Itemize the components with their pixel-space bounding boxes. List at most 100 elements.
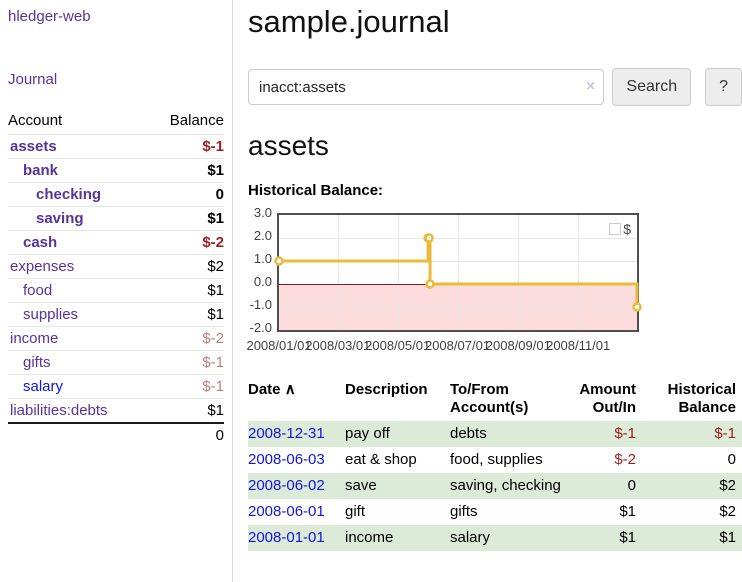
transaction-date-link[interactable]: 2008-12-31 [248,425,325,442]
chart-legend: $ [607,220,633,238]
transaction-accounts: saving, checking [450,477,561,494]
account-balance: $1 [147,398,224,423]
account-row: liabilities:debts $1 [8,398,224,423]
account-row: checking 0 [8,182,224,207]
search-button[interactable]: Search [612,68,692,106]
transactions-table: Date ∧ Description To/From Account(s) Am… [248,379,742,551]
sidebar: hledger-web Journal Account Balance asse… [0,0,233,582]
x-axis-tick-label: 2008/01/01 [246,338,312,353]
account-balance: $-1 [202,138,224,155]
account-balance: $-1 [147,374,224,399]
transaction-date-link[interactable]: 2008-01-01 [248,529,325,546]
account-row: saving $1 [8,206,224,231]
account-balance: $1 [147,158,224,183]
account-link-gifts[interactable]: gifts [23,354,51,371]
account-link-income[interactable]: income [10,330,59,347]
transaction-description: gift [345,503,366,520]
account-link-supplies[interactable]: supplies [23,306,79,323]
transaction-row: 2008-06-01 gift gifts $1 $2 [248,499,742,525]
legend-swatch-icon [609,223,622,235]
accounts-header-balance: Balance [147,108,224,135]
transaction-description: eat & shop [345,451,417,468]
transaction-amount: $1 [619,503,636,520]
y-axis-tick-label: 3.0 [253,205,272,220]
transaction-balance: 0 [727,451,736,468]
transaction-amount: $-2 [614,451,636,468]
clear-search-icon[interactable]: × [586,78,596,95]
help-button[interactable]: ? [705,68,742,106]
account-balance: $2 [147,254,224,279]
column-header-accounts[interactable]: To/From Account(s) [450,381,529,416]
transaction-amount: 0 [627,477,636,494]
gridline [518,215,520,330]
account-balance: $1 [147,278,224,303]
transaction-balance: $2 [719,503,736,520]
transaction-amount: $-1 [614,425,636,442]
account-balance: $-2 [147,230,224,255]
x-axis-tick-label: 2008/05/01 [365,338,431,353]
account-link-bank[interactable]: bank [23,162,59,179]
transaction-balance: $1 [719,529,736,546]
account-row: expenses $2 [8,254,224,279]
main-content: sample.journal × Search ? assets Histori… [246,0,742,551]
account-row: gifts $-1 [8,350,224,375]
transaction-description: pay off [345,425,390,442]
accounts-total-row: 0 [8,422,224,447]
transaction-amount: $1 [619,529,636,546]
account-balance: $1 [147,206,224,231]
account-link-salary[interactable]: salary [23,378,64,395]
transaction-row: 2008-06-03 eat & shop food, supplies $-2… [248,447,742,473]
transaction-balance: $2 [719,477,736,494]
account-link-liabilities-debts[interactable]: liabilities:debts [10,402,108,419]
column-header-date[interactable]: Date ∧ [248,381,296,398]
column-header-description[interactable]: Description [345,381,428,398]
chart-plot-area: $ [274,213,642,332]
gridline [397,215,399,330]
sort-asc-icon: ∧ [284,381,296,398]
transaction-accounts: gifts [450,503,478,520]
page-title: sample.journal [248,4,450,39]
account-link-assets[interactable]: assets [10,138,57,155]
transaction-description: save [345,477,377,494]
account-row: salary $-1 [8,374,224,399]
gridline [578,215,580,330]
account-link-food[interactable]: food [23,282,53,299]
gridline [337,215,339,330]
chart-label: Historical Balance: [248,182,384,199]
x-axis-tick-label: 2008/07/01 [424,338,491,353]
y-axis-tick-label: 2.0 [253,228,272,243]
transaction-accounts: salary [450,529,491,546]
gridline [457,215,459,330]
accounts-total-value: 0 [147,422,224,447]
account-balance: $-2 [147,326,224,351]
account-row: assets $-1 [8,135,224,159]
account-row: cash $-2 [8,230,224,255]
accounts-header-account: Account [8,108,148,135]
account-link-saving[interactable]: saving [36,210,84,227]
y-axis-tick-label: 1.0 [253,251,272,266]
transaction-date-link[interactable]: 2008-06-02 [248,477,325,494]
sidebar-item-journal[interactable]: Journal [8,71,58,88]
transaction-date-link[interactable]: 2008-06-01 [248,503,325,520]
transaction-row: 2008-06-02 save saving, checking 0 $2 [248,473,742,499]
column-header-amount[interactable]: Amount Out/In [579,381,636,416]
account-link-cash[interactable]: cash [23,234,58,251]
y-axis-tick-label: 0.0 [253,274,272,289]
x-axis-tick-label: 2008/11/01 [546,338,611,353]
search-input[interactable] [248,69,605,105]
app-brand-link[interactable]: hledger-web [8,8,91,25]
transaction-date-link[interactable]: 2008-06-03 [248,451,325,468]
account-row: supplies $1 [8,302,224,327]
transaction-accounts: debts [450,425,487,442]
account-link-checking[interactable]: checking [36,186,102,203]
legend-label: $ [623,221,631,237]
transaction-accounts: food, supplies [450,451,543,468]
account-balance: $-1 [147,350,224,375]
account-balance: $1 [147,302,224,327]
transaction-balance: $-1 [714,425,736,442]
historical-balance-chart: $ 3.0 2.0 1.0 0.0 -1.0 -2.0 2008/01/01 2008/03/… [246,205,742,355]
account-row: bank $1 [8,158,224,183]
x-axis-tick-label: 2008/09/01 [485,338,551,353]
column-header-balance[interactable]: Historical Balance [667,381,736,416]
account-link-expenses[interactable]: expenses [10,258,75,275]
